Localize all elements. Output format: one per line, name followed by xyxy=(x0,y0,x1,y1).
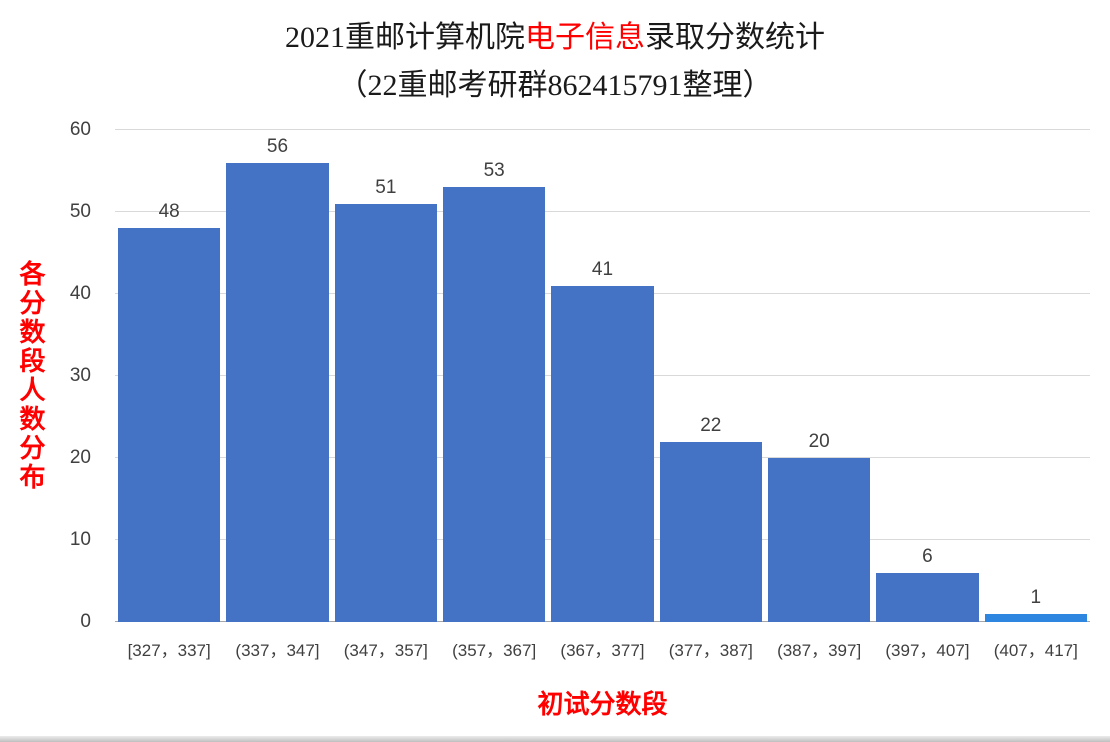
plot-area: 48 56 51 53 41 22 20 6 1 xyxy=(115,129,1090,622)
bar-group: 53 xyxy=(440,130,548,622)
y-tick-label: 0 xyxy=(80,611,91,632)
y-axis-title: 各分数段人数分布 xyxy=(16,260,45,492)
bar-group: 20 xyxy=(765,130,873,622)
bar-value-label: 6 xyxy=(922,545,933,567)
chart-title-line1: 2021重邮计算机院电子信息录取分数统计 xyxy=(0,14,1110,62)
bar: 48 xyxy=(118,201,221,622)
bar-group: 41 xyxy=(548,130,656,622)
bar-value-label: 41 xyxy=(591,258,614,280)
title-highlight: 电子信息 xyxy=(525,21,645,54)
window-bottom-edge xyxy=(0,736,1110,742)
y-tick-label: 20 xyxy=(69,447,91,468)
bar-group: 6 xyxy=(873,130,981,622)
y-tick-label: 40 xyxy=(69,283,91,304)
x-tick-label: (357，367] xyxy=(452,641,537,660)
bars: 48 56 51 53 41 22 20 6 1 xyxy=(115,130,1090,622)
x-tick-label: (347，357] xyxy=(343,641,428,660)
bar-value-label: 20 xyxy=(808,431,830,452)
y-tick-label: 60 xyxy=(69,119,91,140)
x-tick-label: (337，347] xyxy=(235,641,320,660)
bar: 22 xyxy=(659,415,762,622)
x-tick-label: (387，397] xyxy=(777,641,862,660)
bar: 53 xyxy=(442,160,546,622)
bar-value-label: 51 xyxy=(375,176,397,198)
y-tick-label: 10 xyxy=(69,529,91,550)
title-suffix: 录取分数统计 xyxy=(645,21,825,54)
bar-group: 51 xyxy=(332,130,440,622)
bar-group: 48 xyxy=(115,130,223,622)
gridline xyxy=(115,211,1090,212)
x-tick-label: [327，337] xyxy=(127,641,211,660)
x-tick-label: (377，387] xyxy=(668,641,753,660)
bar: 51 xyxy=(334,177,437,622)
bar-group: 22 xyxy=(657,130,765,622)
x-axis-ticks: [327，337] (337，347] (347，357] (357，367] (367… xyxy=(115,636,1090,661)
y-tick-label: 50 xyxy=(69,201,91,222)
y-axis-ticks: 0 10 20 30 40 50 60 xyxy=(0,119,103,632)
gridline xyxy=(115,129,1090,130)
bar: 41 xyxy=(551,259,654,622)
bar: 6 xyxy=(876,546,979,622)
bar-value-label: 56 xyxy=(266,135,289,157)
title-prefix: 2021重邮计算机院 xyxy=(285,21,525,54)
bar-value-label: 22 xyxy=(700,414,722,436)
bar-value-label: 53 xyxy=(483,160,505,182)
bar-value-label: 48 xyxy=(158,201,180,223)
bar-group: 1 xyxy=(982,130,1090,622)
chart-title: 2021重邮计算机院电子信息录取分数统计 （22重邮考研群862415791整理… xyxy=(0,14,1110,110)
x-tick-label: (397，407] xyxy=(885,641,970,660)
bar-value-label: 1 xyxy=(1030,586,1042,608)
bar-group: 56 xyxy=(223,130,331,622)
chart-title-line2: （22重邮考研群862415791整理） xyxy=(337,69,773,102)
x-tick-label: (407，417] xyxy=(993,641,1078,660)
bar: 1 xyxy=(984,587,1087,622)
x-axis-title: 初试分数段 xyxy=(537,690,668,719)
y-tick-label: 30 xyxy=(69,365,91,386)
bar: 56 xyxy=(226,136,329,622)
x-tick-label: (367，377] xyxy=(560,641,645,660)
bar: 20 xyxy=(767,431,871,622)
